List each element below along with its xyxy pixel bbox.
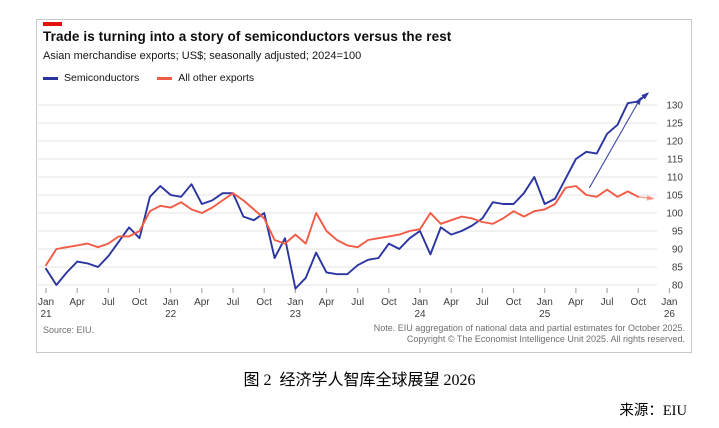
- all-other-exports-end-arrow-head: [646, 195, 655, 201]
- source-label: Source: EIU.: [43, 325, 95, 335]
- y-tick-label: 95: [672, 227, 684, 238]
- x-tick-month-label: Jul: [601, 297, 614, 308]
- x-tick-month-label: Jul: [351, 297, 364, 308]
- y-tick-label: 105: [666, 191, 683, 202]
- series-line-semiconductors: [45, 100, 640, 290]
- chart-legend: Semiconductors All other exports: [43, 72, 254, 84]
- x-tick-month-label: Apr: [319, 297, 335, 308]
- x-tick-year-label: 22: [165, 309, 177, 320]
- semiconductors-end-arrow-head: [641, 92, 650, 100]
- y-tick-label: 100: [666, 209, 683, 220]
- x-tick-month-label: Jan: [163, 297, 179, 308]
- note-line-1: Note. EIU aggregation of national data a…: [373, 323, 685, 333]
- chart-card: Trade is turning into a story of semicon…: [36, 19, 692, 353]
- chart-title: Trade is turning into a story of semicon…: [43, 29, 452, 44]
- y-tick-label: 130: [666, 101, 683, 112]
- x-tick-month-label: Jan: [38, 297, 54, 308]
- chart-subtitle: Asian merchandise exports; US$; seasonal…: [43, 50, 362, 62]
- legend-item-semiconductors: Semiconductors: [43, 72, 139, 84]
- y-tick-label: 120: [666, 137, 683, 148]
- all-other-exports-line-swatch: [157, 76, 173, 80]
- x-tick-month-label: Oct: [506, 297, 522, 308]
- series-line-all-other-exports: [45, 185, 640, 267]
- x-tick-year-label: 26: [664, 309, 676, 320]
- figure-caption: 图 2 经济学人智库全球展望 2026: [243, 372, 476, 389]
- x-tick-month-label: Apr: [69, 297, 85, 308]
- x-tick-year-label: 25: [539, 309, 551, 320]
- x-tick-month-label: Jan: [412, 297, 428, 308]
- x-tick-month-label: Jul: [476, 297, 489, 308]
- x-tick-year-label: 21: [40, 309, 52, 320]
- x-tick-month-label: Oct: [132, 297, 148, 308]
- x-tick-year-label: 24: [414, 309, 426, 320]
- semiconductors-line-swatch: [43, 76, 58, 80]
- x-tick-month-label: Jul: [227, 297, 240, 308]
- x-tick-month-label: Jul: [102, 297, 115, 308]
- y-tick-label: 80: [672, 281, 684, 292]
- x-tick-month-label: Apr: [568, 297, 584, 308]
- y-tick-label: 85: [672, 263, 684, 274]
- note-block: Note. EIU aggregation of national data a…: [374, 323, 685, 345]
- x-tick-month-label: Oct: [381, 297, 397, 308]
- x-tick-month-label: Apr: [443, 297, 459, 308]
- caption-source: 来源：EIU: [619, 403, 687, 419]
- note-line-2: Copyright © The Economist Intelligence U…: [406, 334, 685, 344]
- legend-label-all-other-exports: All other exports: [178, 72, 255, 84]
- semiconductors-trend-arrow: [588, 98, 641, 189]
- y-tick-label: 125: [666, 119, 683, 130]
- x-tick-month-label: Jan: [537, 297, 553, 308]
- y-tick-label: 110: [667, 173, 683, 184]
- x-tick-month-label: Jan: [287, 297, 303, 308]
- x-tick-month-label: Apr: [194, 297, 210, 308]
- legend-item-all-other-exports: All other exports: [157, 72, 254, 84]
- economist-red-tag-accent: [43, 22, 62, 26]
- x-tick-year-label: 23: [290, 309, 302, 320]
- y-tick-label: 115: [667, 155, 683, 166]
- legend-label-semiconductors: Semiconductors: [64, 72, 140, 84]
- x-tick-month-label: Oct: [256, 297, 272, 308]
- y-tick-label: 90: [672, 245, 684, 256]
- x-tick-month-label: Jan: [661, 297, 677, 308]
- x-tick-month-label: Oct: [630, 297, 646, 308]
